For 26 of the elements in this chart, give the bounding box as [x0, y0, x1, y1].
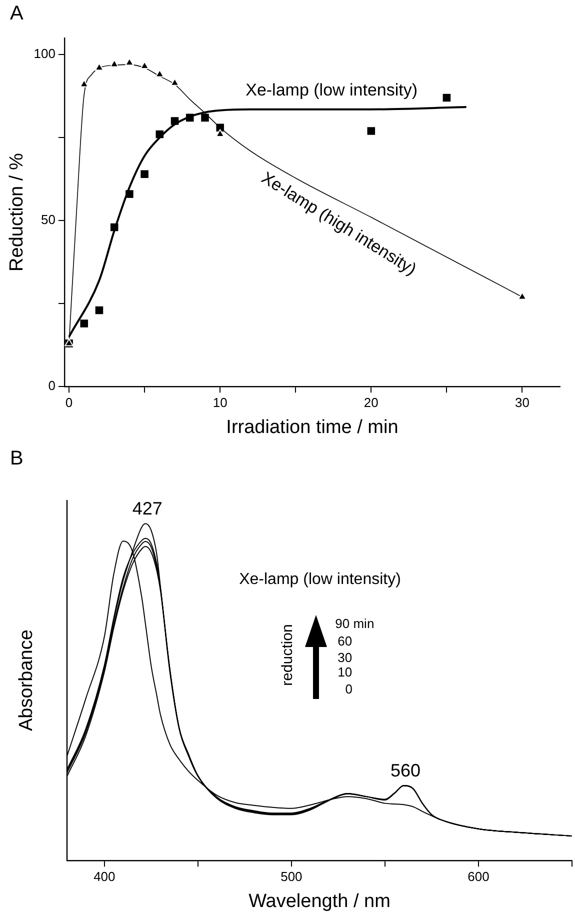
- x-tick-label: 0: [65, 394, 73, 410]
- annotation: 0: [345, 682, 352, 697]
- y-tick-label: 100: [34, 46, 56, 62]
- x-tick-label: 400: [94, 868, 116, 884]
- y-axis-title: Reduction / %: [6, 153, 28, 272]
- chart-title: B: [10, 448, 24, 470]
- x-axis-title: Wavelength / nm: [248, 890, 390, 912]
- annotation: 10: [338, 664, 352, 680]
- y-tick-label: 0: [48, 378, 56, 394]
- annotation: reduction: [278, 624, 296, 686]
- chart-title: A: [10, 2, 24, 25]
- y-axis-title: Absorbance: [16, 630, 38, 732]
- x-axis-title: Irradiation time / min: [226, 416, 398, 438]
- x-tick-label: 500: [280, 868, 302, 884]
- x-tick-label: 30: [515, 394, 530, 410]
- annotation: Xe-lamp (low intensity): [246, 80, 418, 100]
- x-tick-label: 10: [212, 394, 228, 410]
- x-tick-label: 600: [468, 868, 490, 884]
- y-tick-label: 50: [41, 212, 56, 228]
- annotation: 60: [338, 633, 352, 648]
- annotation: Xe-lamp (low intensity): [239, 571, 401, 588]
- annotation: 427: [132, 498, 162, 519]
- annotation: 30: [338, 650, 352, 665]
- annotation: 560: [390, 760, 421, 780]
- x-tick-label: 20: [364, 394, 378, 410]
- annotation: 90 min: [335, 616, 374, 631]
